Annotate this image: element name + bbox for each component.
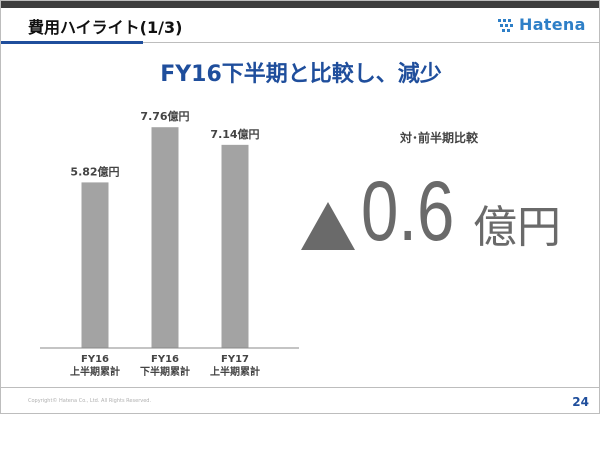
delta-value: 0.6 億円 [301, 161, 561, 261]
bar-data-label-2: 7.76億円 [140, 109, 189, 123]
x-tick-label-1-line2: 上半期累計 [70, 365, 120, 378]
footer-divider [1, 387, 599, 388]
bar-3 [221, 144, 249, 348]
bar-1 [81, 182, 109, 348]
slide-title: FY16下半期と比較し、減少 [160, 62, 442, 87]
bar-data-label-1: 5.82億円 [70, 164, 119, 178]
top-strip [1, 1, 599, 8]
x-tick-label-1-line1: FY16 [81, 354, 109, 365]
x-tick-label-2-line2: 下半期累計 [140, 365, 190, 378]
bar-2 [151, 127, 179, 348]
header-title: 費用ハイライト(1/3) [28, 18, 183, 37]
copyright: Copyright© Hatena Co., Ltd. All Rights R… [28, 398, 152, 404]
page-number: 24 [572, 395, 589, 409]
decrease-triangle-icon [301, 202, 355, 250]
header-accent-line [1, 41, 143, 44]
bar-data-label-3: 7.14億円 [210, 127, 259, 141]
logo-text: Hatena [519, 15, 586, 34]
x-tick-label-3-line1: FY17 [221, 354, 249, 365]
hatena-logo-icon [498, 18, 513, 32]
bar-chart: 5.82億円FY16上半期累計7.76億円FY16下半期累計7.14億円FY17… [40, 109, 299, 378]
delta-number: 0.6 [361, 163, 455, 258]
x-tick-label-2-line1: FY16 [151, 354, 179, 365]
x-tick-label-3-line2: 上半期累計 [210, 365, 260, 378]
comparison-label: 対･前半期比較 [399, 131, 478, 145]
hatena-logo: Hatena [498, 15, 586, 34]
delta-unit: 億円 [473, 202, 561, 253]
slide: 費用ハイライト(1/3) Hatena FY16下半期と比較し、減少 5.82億… [0, 0, 600, 414]
header-divider [143, 42, 599, 43]
